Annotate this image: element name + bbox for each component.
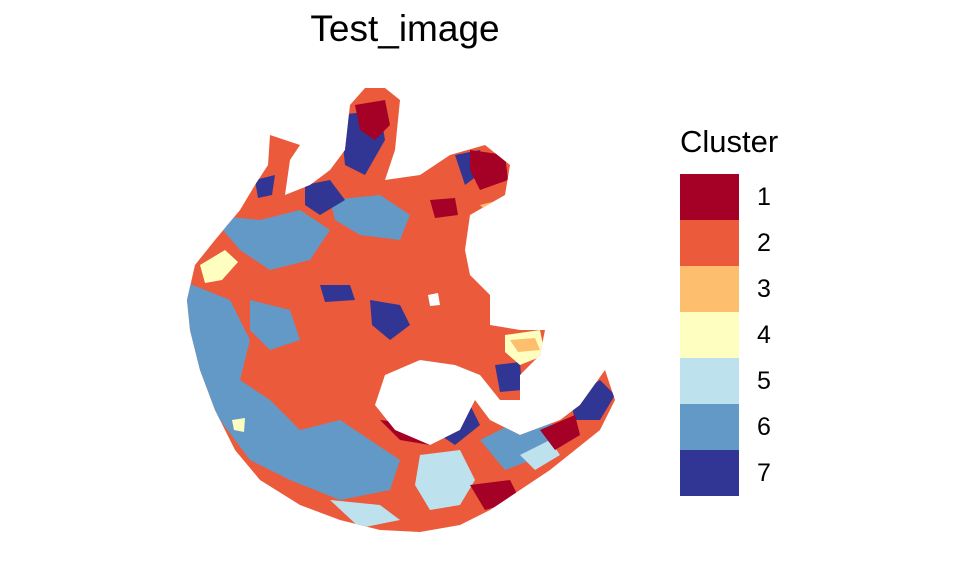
cluster-1-region — [540, 415, 580, 450]
legend-label: 5 — [757, 366, 771, 395]
legend-color-swatch — [680, 450, 739, 496]
legend-color-swatch — [680, 220, 739, 266]
legend-title: Cluster — [680, 124, 779, 159]
legend-color-swatch — [680, 404, 739, 450]
legend-entry-4: 4 — [680, 312, 778, 358]
cluster-7-region — [320, 285, 355, 302]
legend-entry-1: 1 — [680, 174, 778, 220]
cluster-1-region — [470, 150, 508, 190]
tissue-gap — [428, 293, 440, 306]
cluster-5-region — [520, 440, 560, 470]
legend-entry-7: 7 — [680, 450, 778, 496]
legend-label: 6 — [757, 412, 771, 441]
cluster-6-region — [330, 195, 410, 240]
chart-title: Test_image — [310, 8, 500, 49]
legend-entry-2: 2 — [680, 220, 778, 266]
cluster-4-region — [200, 250, 238, 283]
legend-color-swatch — [680, 266, 739, 312]
legend-entry-5: 5 — [680, 358, 778, 404]
cluster-5-region — [330, 500, 400, 528]
cluster-6-region — [210, 210, 330, 270]
cluster-7-region — [255, 175, 275, 198]
cluster-4-region — [232, 418, 245, 432]
cluster-7-region — [570, 380, 615, 420]
cluster-6-region — [250, 300, 300, 350]
legend-entry-6: 6 — [680, 404, 778, 450]
cluster-7-region — [495, 362, 522, 392]
cluster-1-region — [355, 100, 390, 140]
legend-color-swatch — [680, 358, 739, 404]
legend-color-swatch — [680, 312, 739, 358]
cluster-5-region — [415, 450, 475, 510]
cluster-6-region — [187, 280, 400, 500]
tissue-gap — [378, 365, 475, 425]
legend-label: 2 — [757, 228, 771, 257]
legend-color-swatch — [680, 174, 739, 220]
cluster-7-region — [370, 300, 410, 340]
tissue-region — [187, 88, 615, 532]
legend-entries: 1 2 3 4 5 6 7 — [680, 174, 778, 496]
cluster-7-region — [305, 180, 345, 215]
cluster-6-region — [480, 420, 560, 470]
cluster-2-base — [187, 88, 615, 532]
cluster-3-region — [510, 338, 540, 352]
legend: Cluster 1 2 3 4 5 6 7 — [680, 124, 778, 496]
legend-label: 7 — [757, 458, 771, 487]
legend-entry-3: 3 — [680, 266, 778, 312]
cluster-1-region — [430, 198, 458, 218]
legend-label: 3 — [757, 274, 771, 303]
legend-label: 4 — [757, 320, 771, 349]
legend-label: 1 — [757, 182, 771, 211]
